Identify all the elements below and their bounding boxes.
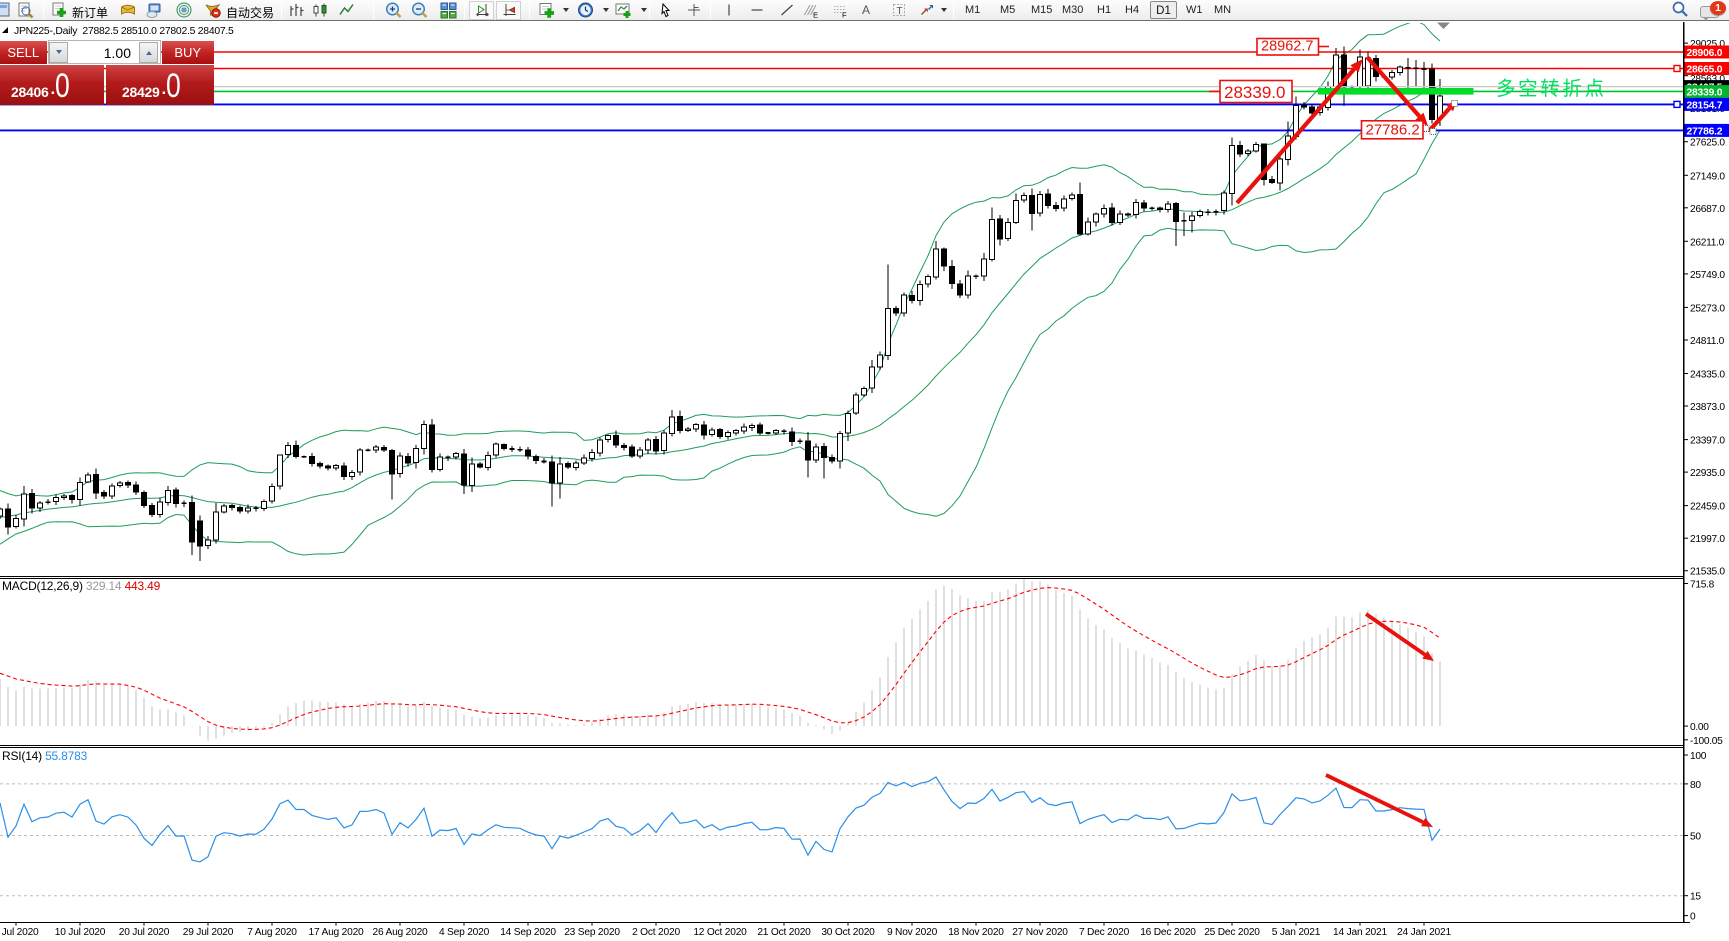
svg-text:21997.0: 21997.0 [1690,534,1725,545]
svg-text:80: 80 [1690,780,1701,791]
svg-text:14 Sep 2020: 14 Sep 2020 [500,927,556,938]
svg-text:29025.0: 29025.0 [1690,39,1725,50]
svg-text:15: 15 [1690,892,1701,903]
svg-text:E: E [813,11,818,20]
svg-text:26687.0: 26687.0 [1690,204,1725,215]
svg-text:27786.2: 27786.2 [1687,126,1723,137]
svg-text:28339.0: 28339.0 [1224,83,1285,102]
svg-text:26211.0: 26211.0 [1690,237,1725,248]
svg-text:14 Jan 2021: 14 Jan 2021 [1333,927,1387,938]
svg-text:0: 0 [1690,912,1696,923]
svg-text:12 Oct 2020: 12 Oct 2020 [693,927,747,938]
svg-text:5 Jan 2021: 5 Jan 2021 [1272,927,1321,938]
svg-text:28906.0: 28906.0 [1687,48,1723,59]
svg-text:多空转折点: 多空转折点 [1496,78,1604,100]
svg-text:0.00: 0.00 [1690,722,1709,733]
svg-text:17 Aug 2020: 17 Aug 2020 [308,927,364,938]
svg-text:100: 100 [1690,751,1707,762]
svg-text:21535.0: 21535.0 [1690,567,1725,578]
svg-text:28665.0: 28665.0 [1687,65,1723,76]
svg-text:30 Oct 2020: 30 Oct 2020 [821,927,875,938]
svg-text:25 Dec 2020: 25 Dec 2020 [1204,927,1260,938]
svg-text:26 Aug 2020: 26 Aug 2020 [372,927,428,938]
svg-text:22459.0: 22459.0 [1690,502,1725,513]
svg-text:10 Jul 2020: 10 Jul 2020 [55,927,106,938]
svg-text:28154.7: 28154.7 [1687,100,1723,111]
svg-text:T: T [897,6,903,17]
svg-text:21 Oct 2020: 21 Oct 2020 [757,927,811,938]
svg-text:20 Jul 2020: 20 Jul 2020 [119,927,170,938]
svg-text:25749.0: 25749.0 [1690,270,1725,281]
svg-text:RSI(14) 55.8783: RSI(14) 55.8783 [2,749,88,763]
svg-text:28563.0: 28563.0 [1690,74,1725,85]
svg-text:27625.0: 27625.0 [1690,138,1725,149]
svg-text:23 Sep 2020: 23 Sep 2020 [564,927,620,938]
svg-text:JPN225-,Daily 27882.5 28510.0: JPN225-,Daily 27882.5 28510.0 27802.5 28… [14,26,234,37]
svg-text:25273.0: 25273.0 [1690,303,1725,314]
svg-text:23397.0: 23397.0 [1690,436,1725,447]
svg-text:18 Nov 2020: 18 Nov 2020 [948,927,1004,938]
svg-text:-100.05: -100.05 [1690,736,1723,747]
svg-text:27 Nov 2020: 27 Nov 2020 [1012,927,1068,938]
svg-text:7 Aug 2020: 7 Aug 2020 [247,927,297,938]
svg-text:27149.0: 27149.0 [1690,171,1725,182]
svg-text:1 Jul 2020: 1 Jul 2020 [0,927,39,938]
svg-text:24811.0: 24811.0 [1690,336,1725,347]
svg-text:7 Dec 2020: 7 Dec 2020 [1079,927,1130,938]
svg-text:22935.0: 22935.0 [1690,468,1725,479]
svg-text:24 Jan 2021: 24 Jan 2021 [1397,927,1451,938]
svg-text:24335.0: 24335.0 [1690,370,1725,381]
svg-text:715.8: 715.8 [1690,580,1715,591]
svg-text:28339.0: 28339.0 [1687,88,1723,99]
svg-text:28962.7: 28962.7 [1261,39,1313,55]
svg-text:F: F [842,11,847,20]
svg-text:50: 50 [1690,832,1701,843]
svg-text:2 Oct 2020: 2 Oct 2020 [632,927,680,938]
svg-text:23873.0: 23873.0 [1690,402,1725,413]
svg-text:4 Sep 2020: 4 Sep 2020 [439,927,490,938]
svg-text:MACD(12,26,9) 329.14 443.49: MACD(12,26,9) 329.14 443.49 [2,579,161,593]
svg-text:9 Nov 2020: 9 Nov 2020 [887,927,938,938]
svg-text:16 Dec 2020: 16 Dec 2020 [1140,927,1196,938]
svg-text:27786.2: 27786.2 [1366,121,1420,138]
svg-text:29 Jul 2020: 29 Jul 2020 [183,927,234,938]
